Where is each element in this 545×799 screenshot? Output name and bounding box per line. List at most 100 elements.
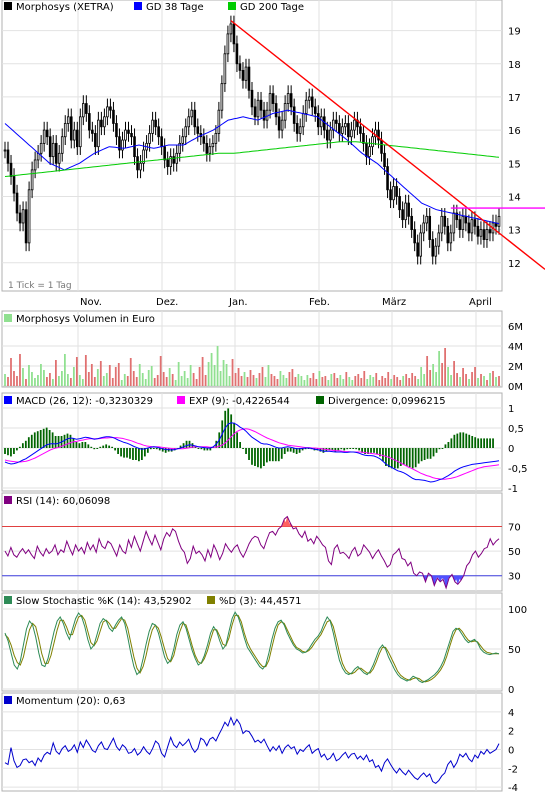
volume-bar <box>96 369 99 386</box>
volume-bar <box>300 376 303 386</box>
divergence-bar <box>30 434 33 448</box>
volume-bar <box>345 372 348 386</box>
volume-bar <box>78 375 81 386</box>
divergence-bar <box>185 440 188 448</box>
candle-body <box>485 229 489 240</box>
candle-body <box>416 242 419 257</box>
candle-body <box>371 136 374 148</box>
volume-bar <box>28 365 30 386</box>
volume-bar <box>183 371 186 386</box>
candle-body <box>187 116 191 128</box>
volume-bar <box>165 377 168 386</box>
y-tick-label: 0 <box>508 746 514 757</box>
volume-bar <box>474 367 476 386</box>
candle-body <box>91 129 94 134</box>
divergence-bar <box>126 448 128 458</box>
candle-body <box>437 232 441 247</box>
volume-bar <box>225 364 228 386</box>
volume-bar <box>141 373 144 386</box>
divergence-bar <box>468 434 471 448</box>
volume-bar <box>150 366 153 386</box>
divergence-bar <box>51 432 54 448</box>
volume-bar <box>114 367 117 386</box>
candle-body <box>452 212 456 234</box>
candle-body <box>15 192 19 214</box>
divergence-bar <box>42 428 45 448</box>
divergence-bar <box>352 448 355 449</box>
candle-body <box>54 142 58 164</box>
divergence-bar <box>438 448 441 450</box>
volume-bar <box>171 374 174 386</box>
divergence-bar <box>298 448 301 453</box>
macd-legend: MACD (26, 12): -0,3230329 EXP (9): -0,42… <box>4 396 446 407</box>
divergence-bar <box>423 448 426 460</box>
volume-bar <box>495 377 497 386</box>
divergence-bar <box>242 448 244 449</box>
divergence-bar <box>286 448 289 452</box>
volume-bar <box>492 371 494 386</box>
volume-bar <box>312 373 315 386</box>
candle-body <box>476 225 480 237</box>
overbought-fill <box>284 516 291 527</box>
divergence-bar <box>456 433 459 448</box>
divergence-bar <box>399 448 402 466</box>
divergence-bar <box>414 448 417 468</box>
divergence-bar <box>408 448 411 468</box>
volume-bar <box>234 373 237 386</box>
divergence-bar <box>197 448 200 449</box>
volume-bar <box>438 351 441 386</box>
volume-bar <box>444 348 447 386</box>
candle-body <box>12 176 16 194</box>
divergence-bar <box>304 448 307 450</box>
divergence-bar <box>63 434 66 448</box>
volume-bar <box>339 375 342 386</box>
volume-bar <box>456 373 458 386</box>
divergence-bar <box>271 448 274 462</box>
volume-bar <box>468 379 470 386</box>
divergence-bar <box>268 448 271 462</box>
divergence-bar <box>441 448 444 449</box>
candle-body <box>374 129 377 138</box>
legend-swatch-exp <box>177 396 185 404</box>
y-tick-label: -1 <box>508 484 518 495</box>
volume-bar <box>267 365 270 386</box>
candle-body <box>497 215 501 227</box>
volume-bar <box>192 373 195 386</box>
volume-bar <box>498 376 500 386</box>
candle-body <box>18 212 22 224</box>
volume-bar <box>261 367 264 386</box>
y-tick-label: 50 <box>508 645 521 656</box>
candle-body <box>124 129 127 141</box>
trendline <box>230 20 545 270</box>
candle-body <box>274 103 278 118</box>
divergence-bar <box>146 448 149 453</box>
volume-bar <box>321 377 324 386</box>
volume-bar <box>31 372 33 386</box>
candle-body <box>304 99 308 114</box>
volume-bar <box>180 376 183 386</box>
candle-body <box>443 215 447 227</box>
volume-bar <box>237 368 240 386</box>
divergence-bar <box>132 448 134 460</box>
divergence-bar <box>84 442 87 448</box>
divergence-bar <box>141 448 143 460</box>
volume-bar <box>477 378 479 386</box>
divergence-bar <box>4 448 6 454</box>
divergence-bar <box>16 448 18 451</box>
volume-bar <box>147 370 150 386</box>
volume-bar <box>144 379 147 386</box>
ma38-line <box>4 109 500 225</box>
stochastic-panel: 100 50 0 <box>1 592 527 696</box>
divergence-bar <box>292 448 295 453</box>
divergence-bar <box>301 448 304 451</box>
candle-body <box>329 129 332 141</box>
ma200-line <box>4 141 500 177</box>
candle-body <box>395 186 398 197</box>
candle-body <box>3 149 7 152</box>
divergence-bar <box>99 446 102 448</box>
divergence-bar <box>432 448 435 457</box>
candle-body <box>33 159 37 171</box>
legend-label-gd200: GD 200 Tage <box>240 2 304 13</box>
candle-body <box>295 123 299 134</box>
candle-body <box>30 169 34 191</box>
